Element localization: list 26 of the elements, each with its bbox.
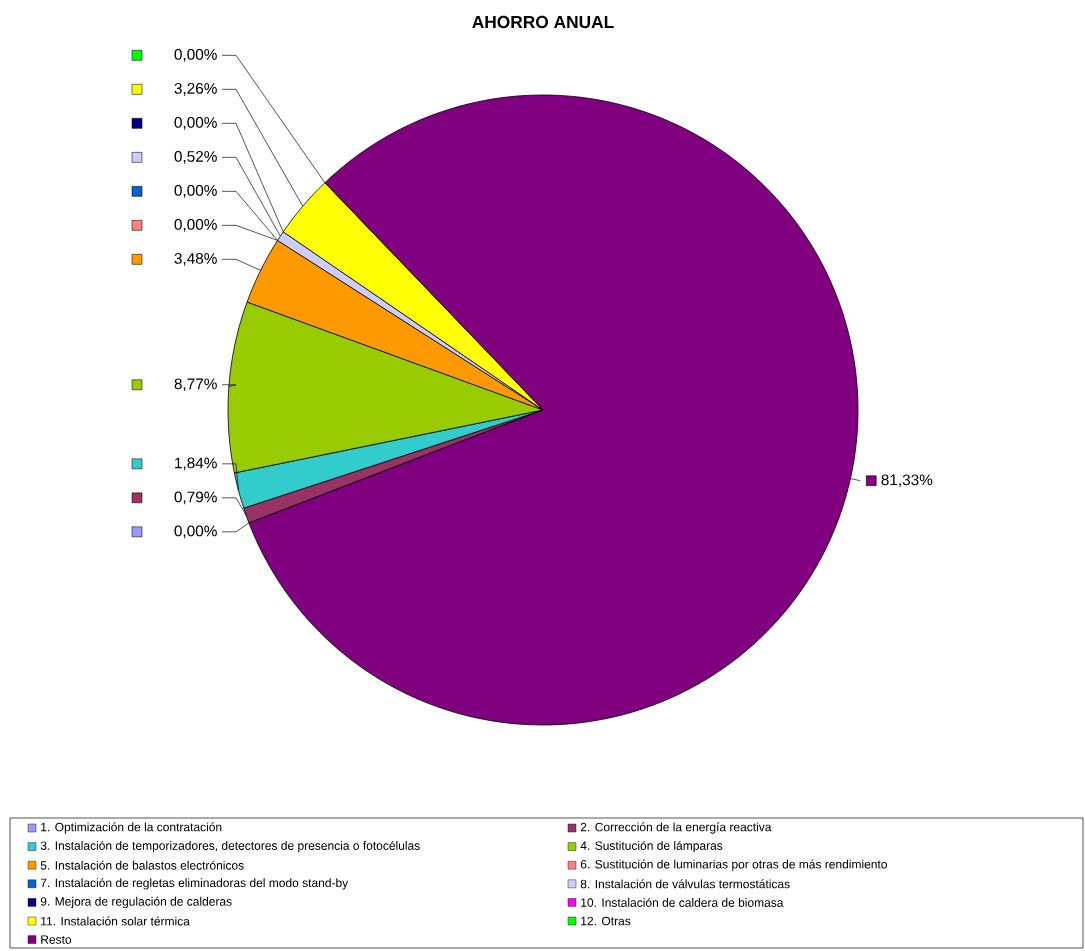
- legend-label: 2. Corrección de la energía reactiva: [580, 822, 772, 834]
- text: 0,00%: [174, 116, 217, 130]
- legend-label: 9. Mejora de regulación de calderas: [40, 896, 232, 909]
- legend-label: 7. Instalación de regletas eliminadoras del modo stand-by: [40, 878, 349, 890]
- legend-label: 10. Instalación de caldera de biomasa: [581, 897, 784, 907]
- chart-title: AHORRO ANUAL: [472, 15, 614, 29]
- data-label: 81,33%: [881, 474, 933, 488]
- data-label: 0,79%: [174, 491, 217, 505]
- text: 0,00%: [174, 184, 217, 198]
- legend-label: 1. Optimización de la contratación: [41, 822, 222, 834]
- legend-label: Resto: [41, 935, 72, 944]
- data-label: 3,48%: [174, 252, 217, 266]
- data-label: 8,77%: [174, 378, 217, 392]
- data-label: 0,52%: [174, 150, 217, 164]
- text: 0,00%: [174, 525, 217, 539]
- legend-label: 5. Instalación de balastos electrónicos: [40, 860, 244, 870]
- text: 0,00%: [174, 48, 217, 62]
- data-label: 3,26%: [174, 82, 217, 96]
- legend-label: 3. Instalación de temporizadores, detectores de presencia o fotocélulas: [40, 840, 420, 853]
- data-label: 1,84%: [175, 457, 217, 471]
- text: 0,00%: [174, 218, 217, 232]
- legend-label: 4. Sustitución de lámparas: [580, 840, 723, 853]
- legend-label: 12. Otras: [581, 916, 631, 926]
- legend-label: 8. Instalación de válvulas termostáticas: [580, 879, 790, 889]
- legend-label: 6. Sustitución de luminarias por otras de más rendimiento: [580, 859, 887, 871]
- legend-label: 11. Instalación solar térmica: [41, 916, 190, 926]
